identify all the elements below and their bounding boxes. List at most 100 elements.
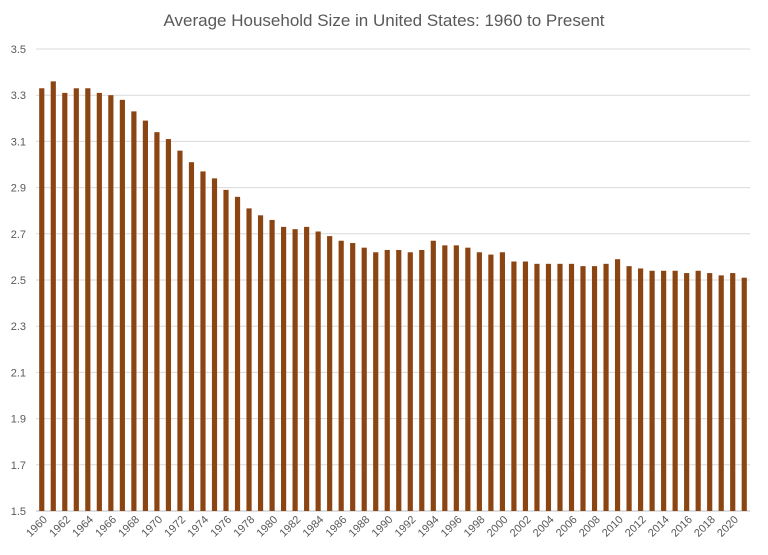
- x-tick-label: 1992: [393, 514, 419, 540]
- bar: [96, 92, 102, 511]
- bar: [269, 219, 275, 511]
- y-tick-label: 2.7: [11, 229, 26, 241]
- bar: [476, 252, 482, 511]
- bar: [407, 252, 413, 511]
- bar: [661, 270, 667, 511]
- y-tick-label: 3.3: [11, 90, 26, 102]
- x-tick-label: 2018: [692, 514, 718, 540]
- x-tick-label: 1990: [370, 514, 396, 540]
- bar: [419, 249, 425, 511]
- bar: [246, 208, 252, 511]
- x-tick-label: 2010: [600, 514, 626, 540]
- bar: [211, 178, 218, 512]
- x-tick-label: 2012: [623, 514, 649, 540]
- bar: [315, 231, 321, 512]
- x-axis: 1960196219641966196819701972197419761978…: [24, 514, 741, 540]
- bar: [234, 196, 241, 511]
- bar: [730, 273, 736, 511]
- x-tick-label: 1994: [416, 514, 442, 540]
- bar: [545, 263, 552, 511]
- y-tick-label: 2.3: [11, 321, 26, 333]
- y-tick-label: 1.9: [11, 414, 26, 426]
- bar: [108, 95, 114, 511]
- bar: [223, 189, 229, 511]
- x-tick-label: 1998: [462, 514, 488, 540]
- x-tick-label: 1970: [139, 514, 165, 540]
- bar: [327, 236, 333, 512]
- bar: [350, 243, 356, 512]
- bar: [695, 270, 701, 511]
- bar: [511, 261, 517, 511]
- x-tick-label: 2008: [577, 514, 603, 540]
- x-tick-label: 1962: [47, 514, 73, 540]
- bar: [200, 171, 206, 511]
- bar: [580, 266, 586, 511]
- bar: [707, 273, 713, 511]
- bar: [741, 277, 747, 511]
- bar: [384, 249, 390, 511]
- bar: [499, 252, 505, 511]
- bar: [39, 88, 45, 512]
- bar: [522, 261, 529, 511]
- bar: [684, 273, 690, 511]
- x-tick-label: 2006: [554, 514, 580, 540]
- y-tick-label: 2.9: [11, 183, 26, 195]
- x-tick-label: 1988: [347, 514, 373, 540]
- y-tick-label: 3.1: [11, 136, 26, 148]
- chart-title: Average Household Size in United States:…: [163, 11, 605, 30]
- bars: [39, 81, 747, 512]
- y-tick-label: 3.5: [11, 44, 26, 56]
- bar: [361, 247, 367, 511]
- bar: [165, 139, 172, 511]
- y-tick-label: 2.5: [11, 275, 26, 287]
- bar: [557, 263, 563, 511]
- x-tick-label: 2020: [715, 514, 741, 540]
- x-tick-label: 1972: [162, 514, 188, 540]
- y-tick-label: 1.5: [11, 506, 26, 518]
- bar: [603, 263, 609, 511]
- x-tick-label: 1984: [301, 514, 327, 540]
- bar: [465, 247, 471, 511]
- bar: [430, 240, 436, 512]
- bar: [649, 270, 655, 511]
- bar: [338, 240, 344, 512]
- bar: [718, 275, 724, 511]
- x-tick-label: 2016: [669, 514, 695, 540]
- x-tick-label: 1974: [185, 514, 211, 540]
- x-tick-label: 1960: [24, 514, 50, 540]
- bar: [591, 266, 598, 511]
- x-tick-label: 1996: [439, 514, 465, 540]
- x-tick-label: 1976: [208, 514, 234, 540]
- bar: [626, 266, 632, 511]
- x-tick-label: 2002: [508, 514, 534, 540]
- x-tick-label: 1986: [324, 514, 350, 540]
- y-axis: 1.5 1.7 1.9 2.1 2.3 2.5 2.7 2.9 3.1 3.3 3.5: [11, 44, 26, 518]
- x-tick-label: 2000: [485, 514, 511, 540]
- y-tick-label: 2.1: [11, 367, 26, 379]
- bar: [154, 132, 160, 511]
- x-tick-label: 1982: [278, 514, 304, 540]
- bar: [73, 88, 79, 512]
- bar: [50, 81, 56, 511]
- x-tick-label: 1968: [116, 514, 142, 540]
- bar: [488, 254, 494, 511]
- x-tick-label: 2014: [646, 514, 672, 540]
- bar: [188, 162, 195, 511]
- bar: [568, 263, 575, 511]
- bar: [292, 229, 298, 511]
- x-tick-label: 1966: [93, 514, 119, 540]
- bar: [85, 88, 91, 512]
- bar: [396, 249, 402, 511]
- x-tick-label: 1978: [231, 514, 257, 540]
- bar: [304, 226, 310, 511]
- bar: [142, 120, 148, 512]
- bar: [62, 92, 68, 511]
- bar: [442, 245, 448, 511]
- bar: [131, 111, 137, 512]
- bar: [638, 268, 644, 511]
- y-tick-label: 1.7: [11, 460, 26, 472]
- bar: [672, 270, 678, 511]
- x-tick-label: 1964: [70, 514, 96, 540]
